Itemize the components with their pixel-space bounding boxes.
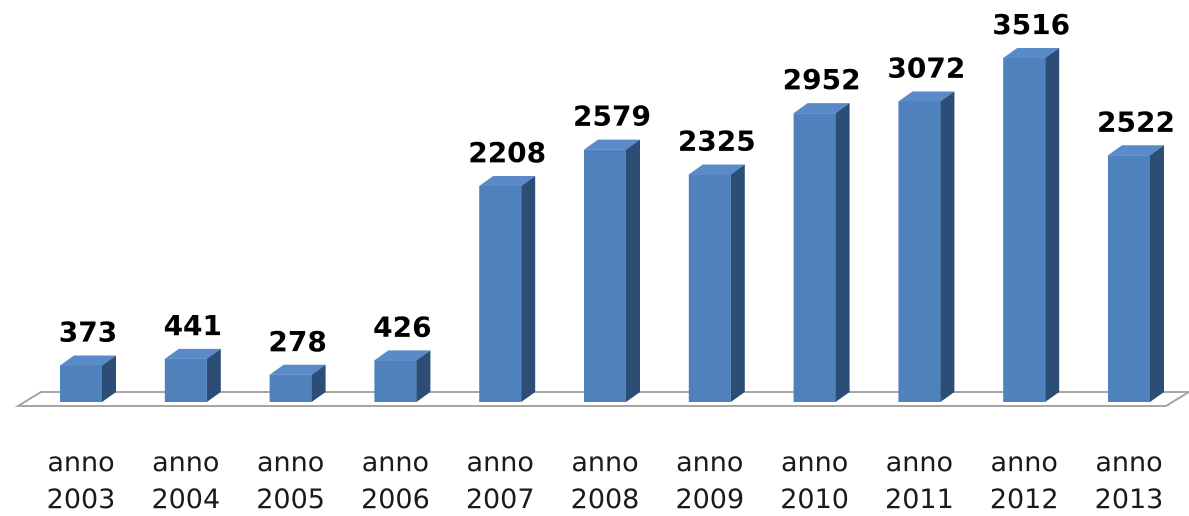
value-label: 278 bbox=[268, 325, 326, 358]
bars bbox=[60, 48, 1164, 403]
category-labels: anno 2003 anno 2004 anno 2005 anno 2006 anno 2007… bbox=[47, 447, 1164, 515]
bar bbox=[1108, 145, 1164, 403]
value-label: 2522 bbox=[1097, 105, 1175, 138]
bar-front bbox=[479, 185, 522, 402]
category-label: anno 2003 bbox=[47, 447, 116, 515]
bar-front bbox=[60, 365, 102, 402]
bar bbox=[60, 355, 116, 402]
value-label: 3516 bbox=[992, 8, 1070, 41]
bar-top bbox=[374, 350, 431, 361]
bar-front bbox=[374, 360, 417, 402]
value-label: 441 bbox=[164, 309, 222, 342]
bar-top bbox=[1003, 48, 1060, 58]
bar bbox=[374, 350, 431, 402]
bar-top bbox=[479, 175, 536, 186]
bar bbox=[1003, 48, 1060, 402]
bar bbox=[479, 175, 536, 402]
bar-top bbox=[688, 164, 745, 175]
bar-front bbox=[793, 113, 836, 403]
category-label: anno 2004 bbox=[151, 447, 220, 515]
bar-front bbox=[269, 374, 312, 402]
bar-front bbox=[584, 149, 626, 402]
category-label: anno 2012 bbox=[990, 447, 1059, 515]
value-label: 3072 bbox=[887, 51, 965, 84]
bar-side bbox=[835, 103, 850, 403]
category-label: anno 2010 bbox=[780, 447, 849, 515]
category-label: anno 2008 bbox=[571, 447, 640, 515]
bar-front bbox=[1108, 155, 1150, 402]
bar bbox=[164, 348, 221, 402]
value-label: 2579 bbox=[573, 100, 651, 133]
category-label: anno 2013 bbox=[1095, 447, 1164, 515]
value-labels: 373 441 278 426 2208 2579 2325 2952 3072 3516 2522 bbox=[59, 8, 1175, 358]
bar-side bbox=[311, 364, 326, 402]
bar-top bbox=[1108, 145, 1164, 156]
bar-side bbox=[730, 164, 745, 402]
bar-side bbox=[521, 175, 536, 402]
value-label: 373 bbox=[59, 316, 117, 349]
bar-side bbox=[1150, 145, 1164, 403]
category-label: anno 2005 bbox=[256, 447, 325, 515]
category-label: anno 2009 bbox=[675, 447, 744, 515]
bar-front bbox=[898, 101, 941, 402]
value-label: 2208 bbox=[468, 136, 546, 169]
bar-side bbox=[940, 91, 955, 402]
bar-side bbox=[626, 139, 640, 403]
bar-side bbox=[1045, 48, 1060, 402]
category-label: anno 2011 bbox=[885, 447, 954, 515]
bar-top bbox=[584, 139, 640, 150]
bar-front bbox=[1003, 58, 1046, 402]
bar bbox=[793, 103, 850, 403]
bar-top bbox=[60, 355, 116, 366]
bar-top bbox=[898, 91, 955, 102]
bar bbox=[269, 364, 326, 402]
bar bbox=[688, 164, 745, 402]
bar bbox=[584, 139, 640, 403]
bar-side bbox=[416, 350, 431, 402]
value-label: 2325 bbox=[678, 125, 756, 158]
bar bbox=[898, 91, 955, 402]
bar-side bbox=[206, 348, 221, 402]
floor-outline bbox=[14, 391, 1189, 407]
bar-side bbox=[102, 355, 116, 402]
bar-front bbox=[164, 358, 207, 402]
bar-top bbox=[269, 364, 326, 375]
category-label: anno 2007 bbox=[466, 447, 535, 515]
category-label: anno 2006 bbox=[361, 447, 430, 515]
bar-top bbox=[164, 348, 221, 359]
bar-front bbox=[688, 174, 731, 402]
value-label: 2952 bbox=[783, 63, 861, 96]
chart-floor bbox=[14, 391, 1189, 407]
value-label: 426 bbox=[373, 310, 431, 343]
bar-top bbox=[793, 103, 850, 114]
